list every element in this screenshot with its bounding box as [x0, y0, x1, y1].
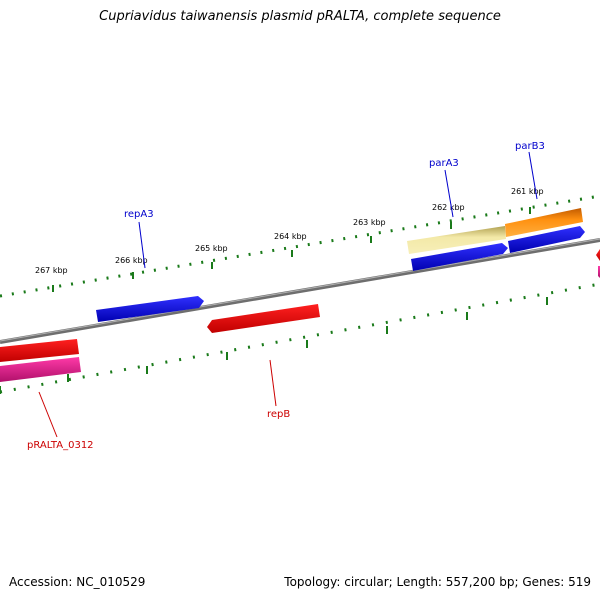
tick-label-267kbp: 267 kbp — [35, 266, 68, 275]
plasmid-backbone-highlight — [0, 238, 600, 342]
tick-label-263kbp: 263 kbp — [353, 218, 386, 227]
gene-repB-arrow[interactable] — [207, 304, 320, 333]
leader-repA3 — [138, 221, 146, 269]
gene-repA3-arrow[interactable] — [96, 296, 204, 322]
gene-label-pRALTA_0312[interactable]: pRALTA_0312 — [27, 440, 94, 451]
inner-tick-ring — [0, 282, 600, 394]
gene-parA3-arrow[interactable] — [411, 243, 508, 271]
sequence-summary: Topology: circular; Length: 557,200 bp; … — [284, 575, 591, 589]
leader-repB — [269, 359, 277, 407]
gene-red-arrow-right-edge[interactable] — [596, 249, 600, 261]
tick-label-262kbp: 262 kbp — [432, 203, 465, 212]
plasmid-backbone — [0, 238, 600, 344]
tick-label-264kbp: 264 kbp — [274, 232, 307, 241]
tick-label-261kbp: 261 kbp — [511, 187, 544, 196]
map-title: Cupriavidus taiwanensis plasmid pRALTA, … — [99, 9, 501, 24]
feature-pale-bar — [407, 226, 506, 254]
tick-label-265kbp: 265 kbp — [195, 244, 228, 253]
gene-pRALTA_0312-arrow[interactable] — [0, 357, 81, 382]
leader-parB3 — [528, 151, 538, 200]
gene-parB3-arrow[interactable] — [508, 226, 585, 253]
gene-label-parA3[interactable]: parA3 — [429, 158, 459, 169]
gene-label-repB[interactable]: repB — [267, 409, 290, 420]
leader-parA3 — [444, 169, 454, 218]
feature-orange-bar — [505, 208, 583, 237]
inner-major-ticks — [0, 297, 548, 394]
outer-major-ticks — [52, 207, 531, 292]
gene-label-parB3[interactable]: parB3 — [515, 141, 545, 152]
gene-red-arrow-left[interactable] — [0, 339, 79, 362]
tick-label-266kbp: 266 kbp — [115, 256, 148, 265]
accession-text: Accession: NC_010529 — [9, 575, 146, 589]
outer-tick-ring — [0, 194, 600, 298]
leader-pRALTA_0312 — [38, 391, 58, 438]
gene-label-repA3[interactable]: repA3 — [124, 209, 154, 220]
